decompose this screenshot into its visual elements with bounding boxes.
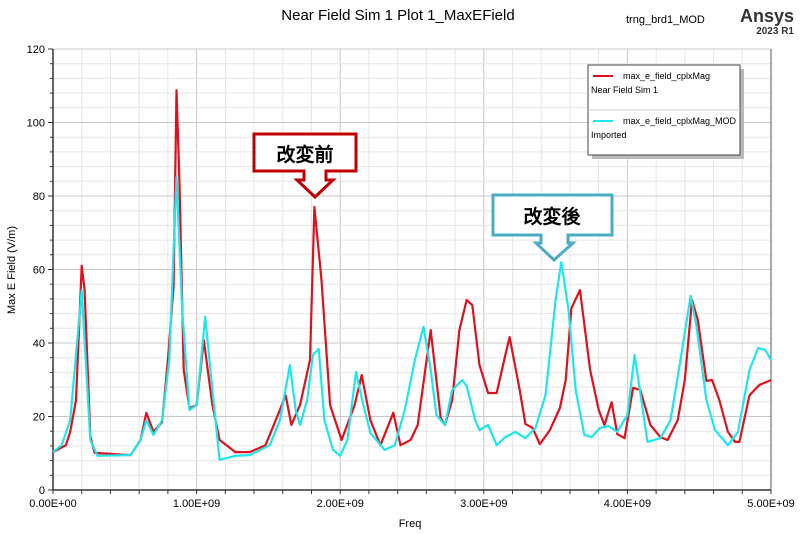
x-tick-label: 0.00E+00 [29,498,76,510]
legend-series-1-source: Near Field Sim 1 [591,85,658,95]
y-tick-label: 40 [33,338,45,350]
y-axis-label: Max E Field (V/m) [6,226,18,314]
x-axis-label: Freq [399,518,422,530]
ansys-logo: Ansys [740,6,794,26]
chart-title: Near Field Sim 1 Plot 1_MaxEField [281,7,514,24]
legend[interactable]: max_e_field_cplxMag Near Field Sim 1 max… [587,64,744,159]
grid [52,48,772,491]
x-tick-label: 1.00E+09 [173,498,220,510]
x-tick-label: 4.00E+09 [604,498,651,510]
callout-before-text: 改変前 [276,143,333,166]
x-tick-label: 5.00E+09 [747,498,794,510]
callout-after-text: 改変後 [523,205,581,228]
series-line-2 [52,175,772,461]
x-tick-label: 3.00E+09 [460,498,507,510]
y-tick-label: 80 [33,191,45,203]
y-tick-label: 0 [39,485,45,497]
x-tick-label: 2.00E+09 [316,498,363,510]
legend-series-2-name: max_e_field_cplxMag_MOD [623,116,737,126]
callout-after: 改変後 [491,193,614,263]
y-tick-label: 20 [33,412,45,424]
ansys-version: 2023 R1 [756,26,794,37]
legend-series-1-name: max_e_field_cplxMag [623,71,710,81]
series-lines [52,89,772,461]
design-name: trng_brd1_MOD [626,14,705,26]
callout-before: 改変前 [252,132,358,200]
y-tick-label: 100 [27,118,45,130]
axes: 0.00E+00 1.00E+09 2.00E+09 3.00E+09 4.00E+09… [27,44,795,510]
legend-series-2-source: Imported [591,130,627,140]
y-tick-label: 120 [27,44,45,56]
y-tick-label: 60 [33,265,45,277]
